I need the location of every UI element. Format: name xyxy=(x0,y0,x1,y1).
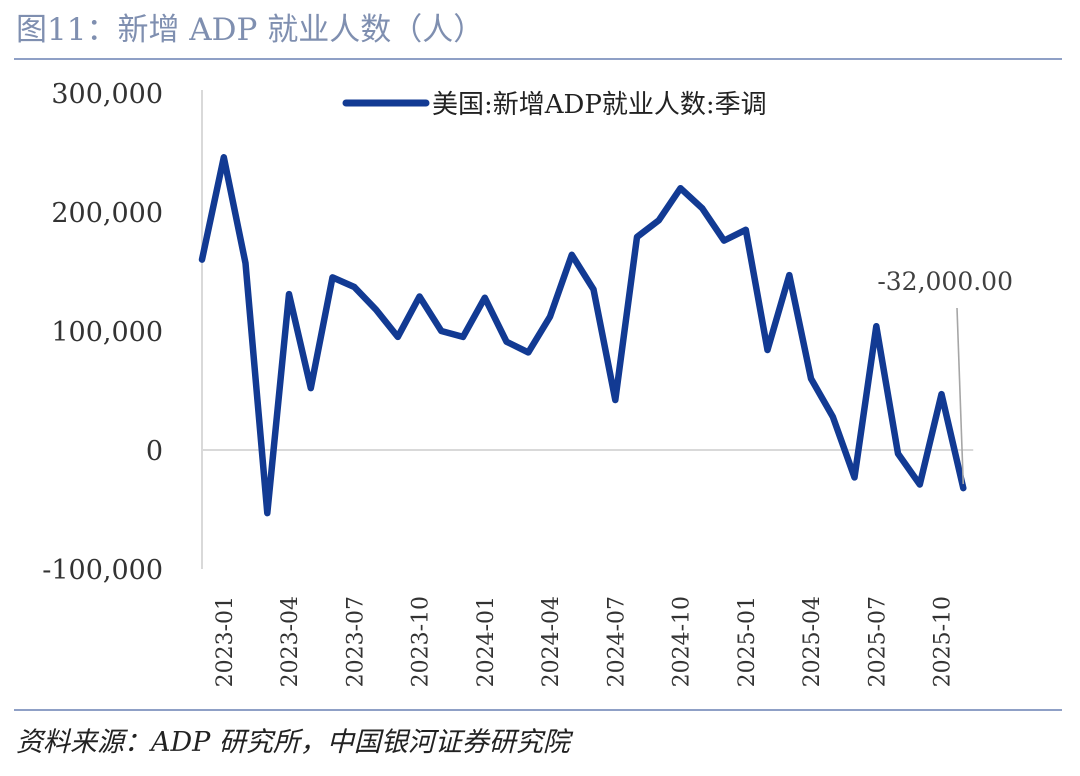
x-tick-label: 2025-10 xyxy=(931,596,956,687)
top-rule xyxy=(14,58,1062,60)
x-tick-labels: 2023-01 2023-04 2023-07 2023-10 2024-01 2024-… xyxy=(213,596,956,687)
series-line xyxy=(198,154,967,517)
x-tick-label: 2024-10 xyxy=(670,596,695,687)
y-tick-label: -100,000 xyxy=(42,555,163,586)
annotation-leader-line xyxy=(956,307,965,485)
x-tick-label: 2023-01 xyxy=(213,596,238,687)
x-tick-label: 2024-04 xyxy=(539,596,564,687)
legend: 美国:新增ADP就业人数:季调 xyxy=(342,90,767,120)
y-tick-label: 0 xyxy=(146,436,163,467)
y-tick-labels: -100,000 0 100,000 200,000 300,000 xyxy=(42,79,163,586)
x-tick-label: 2025-01 xyxy=(735,596,760,687)
x-tick-label: 2025-04 xyxy=(800,596,825,687)
series-layer xyxy=(198,154,967,517)
bottom-rule xyxy=(14,709,1062,711)
annotation-label: -32,000.00 xyxy=(877,267,1013,296)
y-tick-label: 100,000 xyxy=(51,317,163,348)
y-tick-label: 300,000 xyxy=(51,79,163,110)
x-tick-label: 2024-01 xyxy=(474,596,499,687)
x-tick-label: 2023-04 xyxy=(278,596,303,687)
y-tick-label: 200,000 xyxy=(51,198,163,229)
annotations: -32,000.00 xyxy=(877,267,1013,485)
x-tick-label: 2025-07 xyxy=(865,596,890,687)
x-tick-label: 2023-10 xyxy=(409,596,434,687)
legend-label: 美国:新增ADP就业人数:季调 xyxy=(432,90,767,120)
x-tick-label: 2023-07 xyxy=(343,596,368,687)
figure-title: 图11：新增 ADP 就业人数（人） xyxy=(16,12,485,48)
source-note: 资料来源：ADP 研究所，中国银河证券研究院 xyxy=(16,727,570,758)
chart-axes xyxy=(201,90,974,569)
x-tick-label: 2024-07 xyxy=(604,596,629,687)
